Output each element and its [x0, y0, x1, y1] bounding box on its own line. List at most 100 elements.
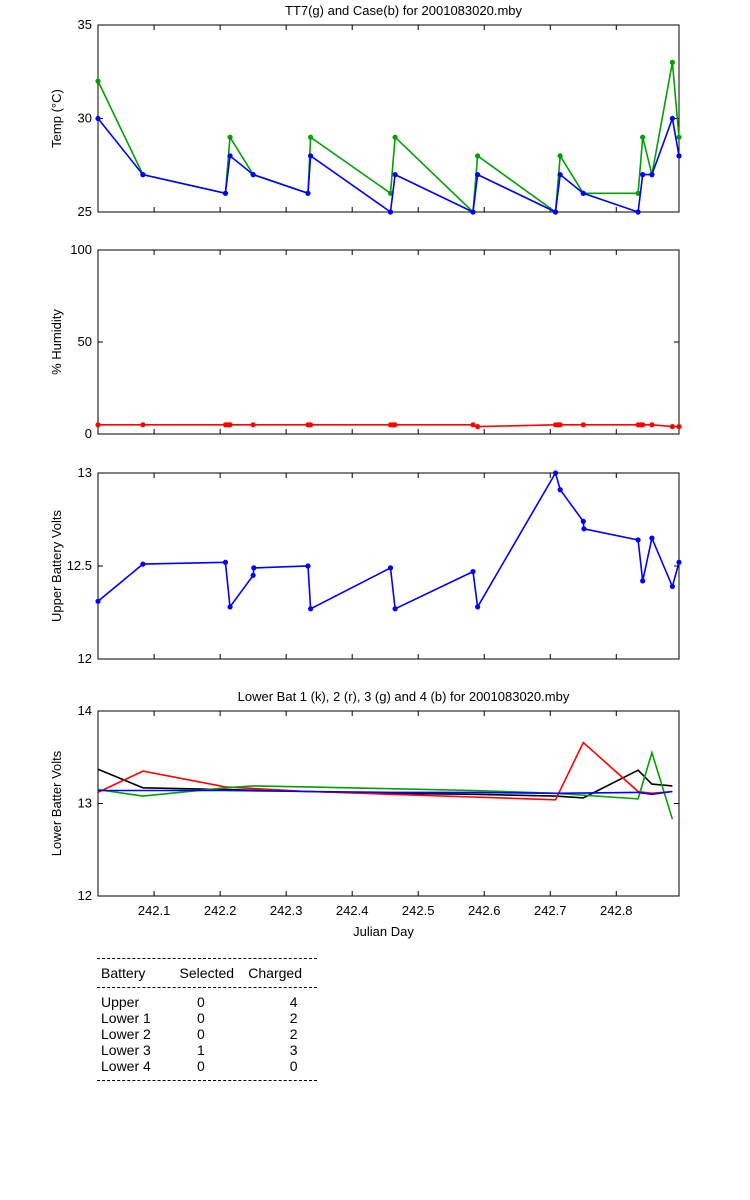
selected-count: 0	[197, 994, 205, 1010]
data-point	[222, 559, 229, 565]
charged-count: 4	[289, 994, 298, 1010]
x-axis-label: Julian Day	[353, 924, 414, 939]
selected-count: 1	[197, 1042, 205, 1058]
selected-count: 0	[197, 1026, 205, 1042]
charged-count: 3	[289, 1042, 298, 1058]
data-point	[307, 606, 314, 612]
y-tick-label: 13	[78, 796, 92, 811]
data-point	[676, 134, 682, 140]
table-divider-middle	[97, 987, 317, 988]
data-point	[640, 422, 646, 428]
y-tick-label: 100	[70, 242, 92, 257]
data-point	[676, 559, 682, 565]
data-point	[227, 134, 233, 140]
plot-frame	[97, 249, 680, 435]
battery-name: Lower 2	[101, 1026, 151, 1042]
data-point	[669, 424, 675, 430]
battery-name: Upper	[101, 994, 140, 1010]
y-tick-label: 14	[78, 703, 92, 718]
header-charged: Charged	[248, 965, 302, 981]
battery-table: Battery Selected Charged Upper 0 4 Lower…	[97, 958, 317, 1081]
data-point	[227, 153, 233, 159]
table-row: Upper 0 4	[101, 994, 317, 1010]
data-point	[250, 172, 256, 178]
plot-frame	[97, 472, 680, 660]
data-point	[640, 134, 646, 140]
y-tick-label: 13	[78, 465, 92, 480]
y-tick-label: 25	[78, 204, 92, 219]
charts-area: 25 30 35 TT7(g) and Case(b) for 2001083020.…	[49, 3, 682, 939]
data-point	[557, 172, 563, 178]
table-header-row: Battery Selected Charged	[97, 959, 317, 987]
x-tick-label: 242.1	[138, 903, 171, 918]
x-tick-label: 242.7	[534, 903, 567, 918]
chart-panel-3: 12 12.5 13 Upper Battery Volts	[49, 465, 682, 666]
data-point	[557, 153, 563, 159]
data-point	[635, 190, 641, 196]
y-tick-label: 12	[78, 651, 92, 666]
data-point	[475, 424, 481, 430]
x-tick-label: 242.8	[600, 903, 633, 918]
data-point	[676, 153, 682, 159]
data-point	[250, 572, 256, 578]
data-point	[676, 424, 682, 430]
data-point	[392, 134, 398, 140]
series-line-1	[97, 768, 673, 799]
data-point	[307, 134, 314, 140]
data-point	[475, 172, 481, 178]
data-point	[669, 59, 675, 65]
data-point	[669, 583, 675, 590]
data-point	[635, 209, 641, 215]
data-point	[227, 422, 233, 428]
y-tick-label: 12.5	[67, 558, 92, 573]
data-point	[470, 568, 476, 575]
series-line-4	[98, 789, 673, 796]
series-line-2	[97, 741, 673, 801]
y-tick-label: 35	[78, 17, 92, 32]
data-point	[580, 518, 586, 524]
data-point	[557, 422, 563, 428]
selected-count: 0	[197, 1058, 205, 1074]
header-battery: Battery	[101, 965, 146, 981]
data-point	[392, 172, 398, 178]
data-point	[222, 190, 229, 196]
data-point	[640, 578, 646, 584]
data-point	[552, 209, 559, 215]
data-point	[649, 172, 655, 178]
y-tick-label: 0	[85, 426, 92, 441]
y-tick-label: 50	[78, 334, 92, 349]
selected-count: 0	[197, 1010, 205, 1026]
y-axis-label: Lower Batter Volts	[49, 750, 64, 856]
y-tick-label: 12	[78, 888, 92, 903]
data-point	[250, 422, 256, 428]
x-tick-label: 242.6	[468, 903, 501, 918]
data-point	[387, 209, 394, 215]
y-axis-label: % Humidity	[49, 309, 64, 375]
x-tick-label: 242.2	[204, 903, 237, 918]
battery-name: Lower 4	[101, 1058, 151, 1074]
table-body: Upper 0 4 Lower 1 0 2 Lower 2 0 2 Lower …	[97, 988, 317, 1080]
chart-title: Lower Bat 1 (k), 2 (r), 3 (g) and 4 (b) …	[238, 689, 570, 704]
data-point	[387, 190, 394, 196]
data-point	[95, 115, 101, 122]
y-axis-label: Temp (°C)	[49, 89, 64, 148]
table-row: Lower 2 0 2	[101, 1026, 317, 1042]
chart-panel-2: 0 50 100 % Humidity	[49, 242, 682, 441]
data-point	[649, 535, 655, 541]
header-selected: Selected	[179, 965, 235, 981]
data-point	[475, 153, 481, 159]
data-point	[475, 604, 481, 610]
y-axis-label: Upper Battery Volts	[49, 510, 64, 622]
data-point	[470, 209, 476, 215]
data-point	[140, 422, 146, 428]
x-tick-label: 242.3	[270, 903, 303, 918]
table-row: Lower 1 0 2	[101, 1010, 317, 1026]
data-point	[305, 190, 311, 196]
data-point	[387, 565, 394, 571]
plot-frame	[97, 24, 680, 213]
data-point	[392, 606, 398, 612]
data-point	[307, 153, 314, 159]
chart-panel-1: 25 30 35 TT7(g) and Case(b) for 2001083020.…	[49, 3, 682, 219]
data-point	[557, 487, 563, 493]
data-point	[95, 78, 101, 84]
